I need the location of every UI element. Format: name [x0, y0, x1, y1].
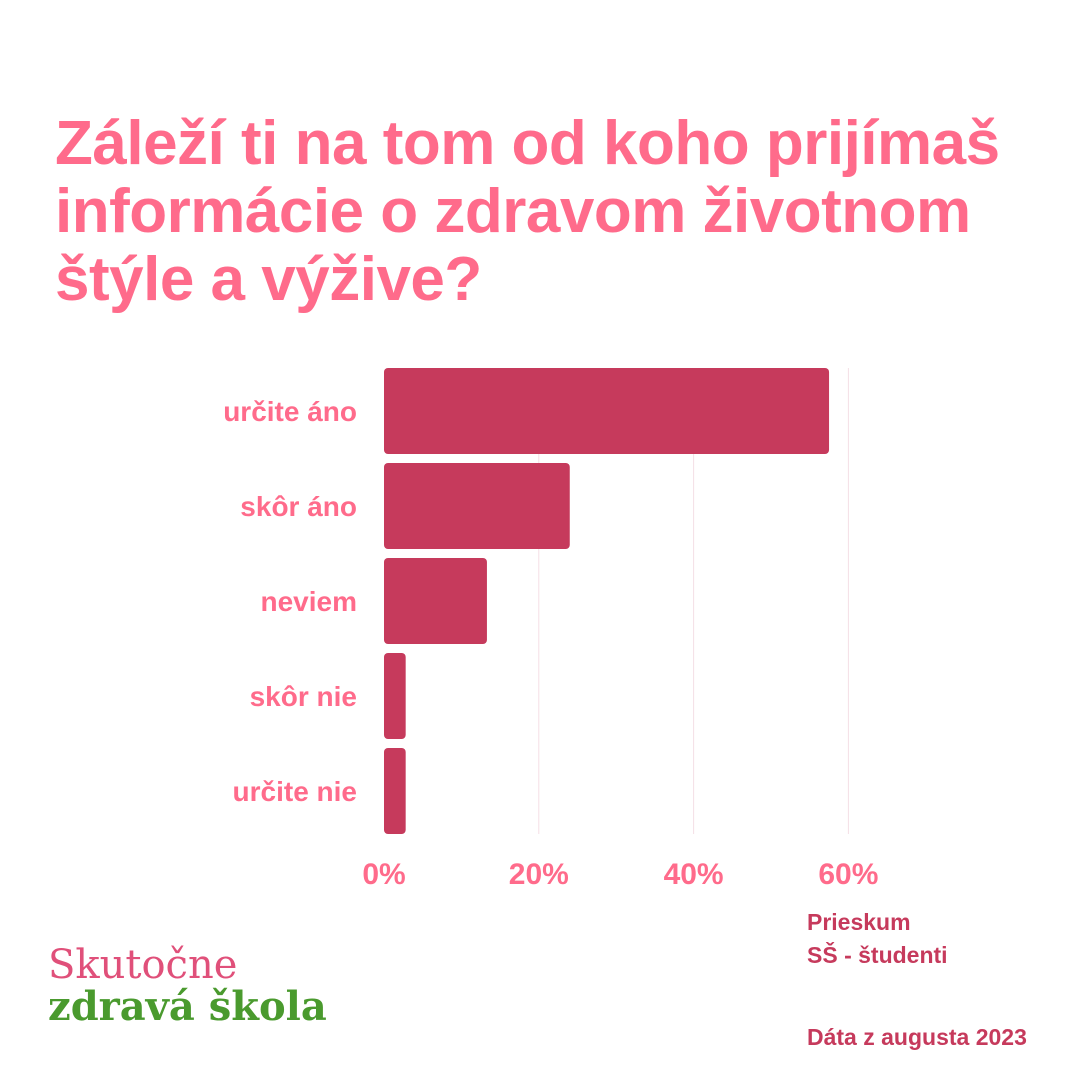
bar	[384, 463, 570, 549]
chart-title: Záleží ti na tom od koho prijímaš inform…	[55, 109, 1000, 314]
x-tick-label: 20%	[509, 858, 569, 891]
data-date: Dáta z augusta 2023	[807, 1024, 1027, 1050]
category-label: skôr nie	[250, 681, 357, 712]
category-label: neviem	[261, 586, 358, 617]
logo-line-2: zdravá škola	[48, 983, 327, 1030]
bars	[384, 368, 830, 834]
logo: Skutočne zdravá škola	[48, 944, 327, 1028]
category-label: skôr áno	[240, 491, 357, 522]
bar	[384, 368, 830, 454]
logo-line-1: Skutočne	[48, 942, 238, 988]
survey-line-1: Prieskum	[807, 909, 911, 935]
category-label: určite áno	[223, 396, 357, 427]
category-label: určite nie	[233, 776, 357, 807]
bar	[384, 558, 487, 644]
category-labels: určite áno skôr áno neviem skôr nie určite n…	[223, 396, 357, 807]
bar	[384, 748, 406, 834]
survey-line-2: SŠ - študenti	[807, 942, 948, 968]
x-tick-labels: 0% 20% 40% 60%	[362, 858, 878, 891]
survey-note: Prieskum SŠ - študenti	[807, 906, 948, 972]
x-tick-label: 0%	[362, 858, 405, 891]
x-tick-label: 40%	[664, 858, 724, 891]
bar	[384, 653, 406, 739]
x-tick-label: 60%	[818, 858, 878, 891]
